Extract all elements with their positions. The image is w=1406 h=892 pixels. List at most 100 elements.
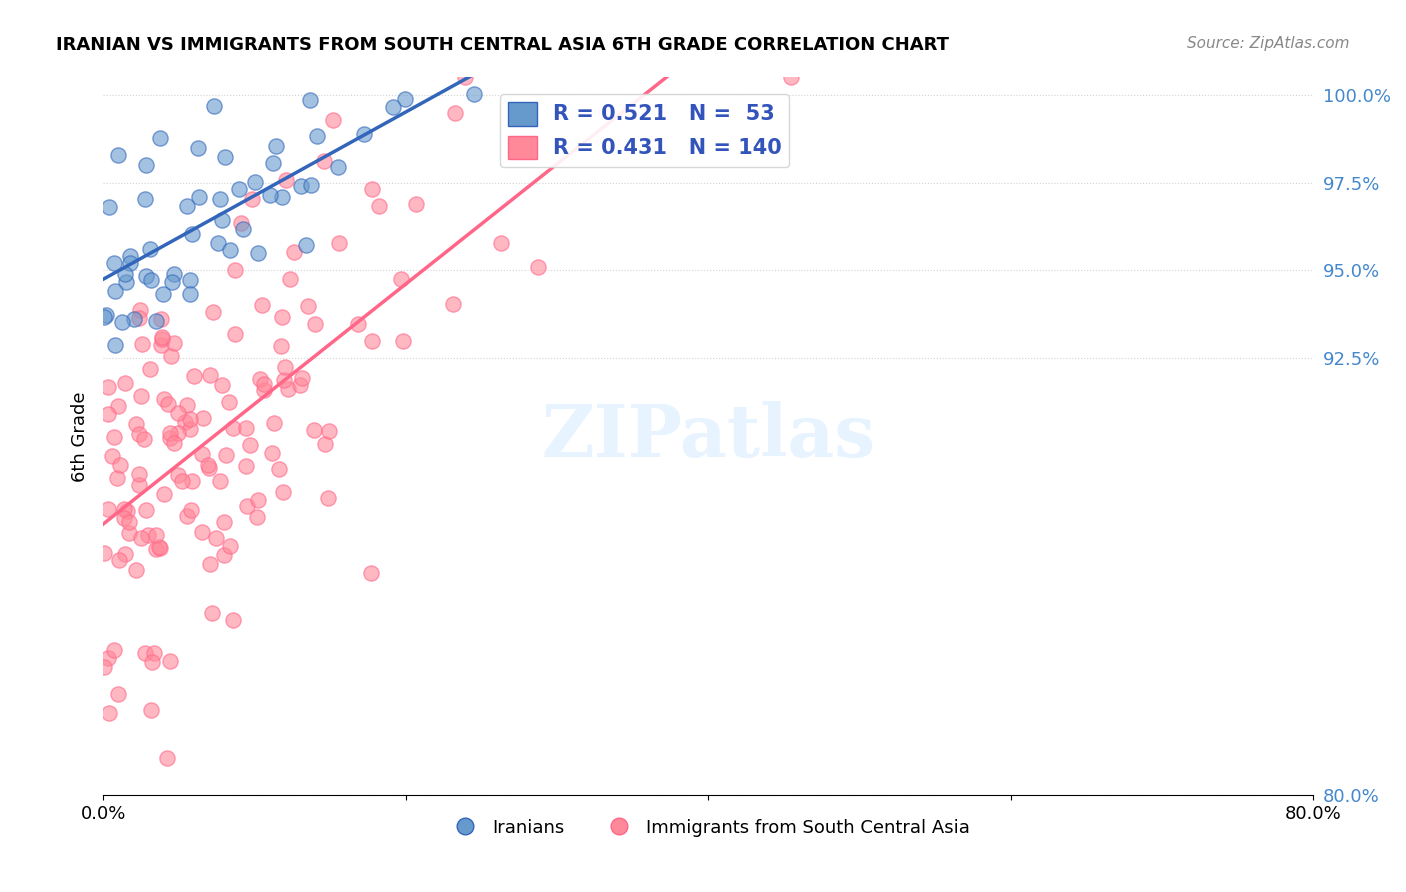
Point bbox=[361, 334, 384, 348]
Point bbox=[141, 703, 163, 717]
Point bbox=[243, 175, 266, 189]
Point bbox=[228, 182, 250, 196]
Point bbox=[134, 192, 156, 206]
Point bbox=[188, 190, 211, 204]
Point bbox=[260, 445, 283, 459]
Point bbox=[150, 332, 173, 346]
Point bbox=[489, 236, 512, 251]
Point bbox=[135, 158, 157, 172]
Point bbox=[318, 425, 340, 439]
Point bbox=[179, 286, 201, 301]
Point bbox=[239, 438, 262, 452]
Point bbox=[128, 310, 150, 325]
Point bbox=[224, 326, 246, 341]
Point bbox=[444, 106, 467, 120]
Point bbox=[110, 458, 132, 472]
Point bbox=[128, 426, 150, 441]
Point bbox=[162, 436, 184, 450]
Point bbox=[200, 557, 222, 571]
Point bbox=[97, 650, 120, 665]
Point bbox=[180, 474, 202, 488]
Point bbox=[360, 181, 382, 195]
Point bbox=[328, 160, 350, 174]
Point bbox=[211, 378, 233, 392]
Point bbox=[222, 421, 245, 435]
Point bbox=[93, 660, 115, 674]
Point bbox=[97, 200, 120, 214]
Point bbox=[252, 383, 274, 397]
Point bbox=[112, 510, 135, 524]
Point bbox=[271, 485, 294, 500]
Point bbox=[145, 528, 167, 542]
Point bbox=[212, 515, 235, 529]
Point bbox=[209, 474, 232, 488]
Point bbox=[118, 525, 141, 540]
Point bbox=[197, 458, 219, 472]
Point bbox=[152, 287, 174, 301]
Point bbox=[115, 504, 138, 518]
Point bbox=[236, 499, 259, 513]
Point bbox=[218, 394, 240, 409]
Point bbox=[246, 246, 269, 260]
Text: Source: ZipAtlas.com: Source: ZipAtlas.com bbox=[1187, 36, 1350, 51]
Point bbox=[294, 238, 316, 252]
Point bbox=[100, 449, 122, 463]
Point bbox=[277, 382, 299, 396]
Point bbox=[149, 541, 172, 555]
Legend: Iranians, Immigrants from South Central Asia: Iranians, Immigrants from South Central … bbox=[440, 812, 977, 844]
Point bbox=[245, 510, 267, 524]
Point bbox=[202, 99, 225, 113]
Point bbox=[166, 425, 188, 440]
Point bbox=[103, 256, 125, 270]
Point bbox=[208, 192, 231, 206]
Point bbox=[104, 285, 127, 299]
Point bbox=[93, 310, 115, 324]
Point bbox=[249, 372, 271, 386]
Point bbox=[270, 339, 292, 353]
Point bbox=[176, 199, 198, 213]
Point bbox=[93, 546, 115, 560]
Point bbox=[187, 141, 209, 155]
Point bbox=[153, 392, 176, 406]
Point bbox=[143, 646, 166, 660]
Point bbox=[368, 199, 391, 213]
Point bbox=[131, 337, 153, 351]
Point bbox=[167, 467, 190, 482]
Point bbox=[259, 188, 281, 202]
Point bbox=[205, 531, 228, 545]
Point bbox=[200, 368, 222, 382]
Point bbox=[111, 315, 134, 329]
Point bbox=[212, 549, 235, 563]
Point bbox=[105, 471, 128, 485]
Point bbox=[283, 244, 305, 259]
Point bbox=[122, 311, 145, 326]
Point bbox=[107, 687, 129, 701]
Point bbox=[103, 642, 125, 657]
Point bbox=[107, 553, 129, 567]
Text: ZIPatlas: ZIPatlas bbox=[541, 401, 876, 472]
Point bbox=[141, 655, 163, 669]
Point bbox=[291, 370, 314, 384]
Point bbox=[96, 502, 118, 516]
Point bbox=[135, 268, 157, 283]
Point bbox=[114, 376, 136, 390]
Point bbox=[159, 431, 181, 445]
Point bbox=[278, 271, 301, 285]
Point bbox=[97, 380, 120, 394]
Point bbox=[405, 197, 427, 211]
Point bbox=[104, 338, 127, 352]
Point bbox=[117, 515, 139, 529]
Point bbox=[270, 189, 292, 203]
Point bbox=[318, 491, 340, 506]
Point bbox=[297, 299, 319, 313]
Text: IRANIAN VS IMMIGRANTS FROM SOUTH CENTRAL ASIA 6TH GRADE CORRELATION CHART: IRANIAN VS IMMIGRANTS FROM SOUTH CENTRAL… bbox=[56, 36, 949, 54]
Point bbox=[191, 410, 214, 425]
Point bbox=[174, 415, 197, 429]
Point bbox=[207, 236, 229, 251]
Point bbox=[163, 267, 186, 281]
Point bbox=[222, 613, 245, 627]
Point bbox=[125, 417, 148, 431]
Point bbox=[160, 275, 183, 289]
Point bbox=[128, 478, 150, 492]
Point bbox=[304, 423, 326, 437]
